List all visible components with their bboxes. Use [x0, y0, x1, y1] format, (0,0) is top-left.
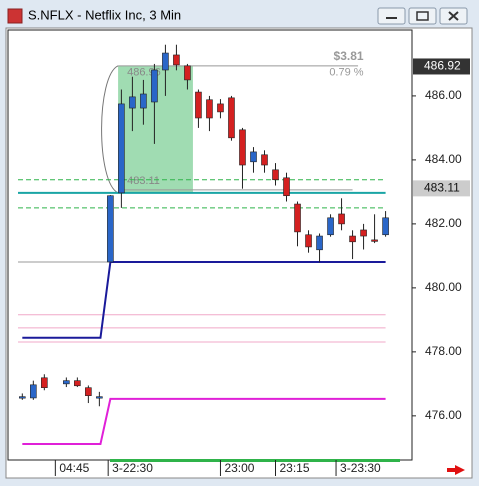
y-tick-label: 476.00 [425, 408, 462, 422]
scroll-arrow[interactable] [447, 465, 465, 475]
candle-body [140, 93, 147, 109]
window-buttons[interactable] [377, 7, 468, 25]
candle-body [162, 52, 169, 71]
candle-body [85, 387, 92, 396]
candle-body [239, 129, 246, 166]
candle-body [305, 234, 312, 248]
candle-body [228, 97, 235, 139]
candle-body [338, 213, 345, 225]
candle-body [206, 99, 213, 119]
x-tick-label: 3-22:30 [112, 461, 153, 475]
y-tick-label: 478.00 [425, 344, 462, 358]
candle-body [272, 169, 279, 181]
window-title: S.NFLX - Netflix Inc, 3 Min [28, 7, 181, 22]
plot: 476.00 478.00 480.00 482.00 484.00 486.00 04:4… [18, 44, 470, 476]
range-bottom-label: 483.11 [127, 175, 160, 187]
candle-body [349, 235, 356, 243]
candle-body [63, 380, 70, 385]
candle-body [283, 177, 290, 197]
range-arc [101, 65, 119, 194]
candle-body [217, 103, 224, 113]
candle-body [382, 217, 389, 236]
plot-area [7, 29, 413, 461]
candle-body [118, 103, 125, 194]
price-label-box [413, 180, 470, 197]
candle-body [173, 54, 180, 66]
candle-body [360, 229, 367, 237]
candle-body [195, 91, 202, 119]
maximize-button[interactable] [408, 7, 437, 25]
price-label: 486.92 [424, 59, 461, 73]
app-icon [7, 8, 23, 24]
candle-body [74, 380, 81, 387]
y-tick-label: 480.00 [425, 280, 462, 294]
candle-body [250, 151, 257, 163]
candle-body [371, 239, 378, 242]
candle-body [107, 195, 114, 263]
candle-body [184, 65, 191, 81]
candle-body [19, 396, 26, 399]
candle-body [151, 69, 158, 103]
candle-body [30, 384, 37, 399]
y-tick-label: 484.00 [425, 152, 462, 166]
step-line [22, 260, 386, 339]
range-change: $3.81 [334, 49, 364, 63]
range-change-pct: 0.79 % [329, 67, 363, 79]
candle-body [294, 203, 301, 233]
candle-body [316, 235, 323, 251]
x-tick-label: 3-23:30 [340, 461, 381, 475]
x-tick-label: 23:00 [224, 461, 254, 475]
y-tick-label: 482.00 [425, 216, 462, 230]
candle-body [96, 396, 103, 399]
candle-body [261, 154, 268, 166]
x-tick-label: 23:15 [279, 461, 309, 475]
step-line [22, 397, 386, 446]
price-label-box [413, 58, 470, 75]
minimize-button[interactable] [377, 7, 406, 25]
price-label: 483.11 [424, 181, 460, 195]
x-tick-label: 04:45 [59, 461, 89, 475]
candle-body [41, 377, 48, 388]
session-bar [110, 459, 400, 462]
y-tick-label: 486.00 [425, 88, 462, 102]
candle-body [327, 217, 334, 236]
candle-body [129, 96, 136, 109]
